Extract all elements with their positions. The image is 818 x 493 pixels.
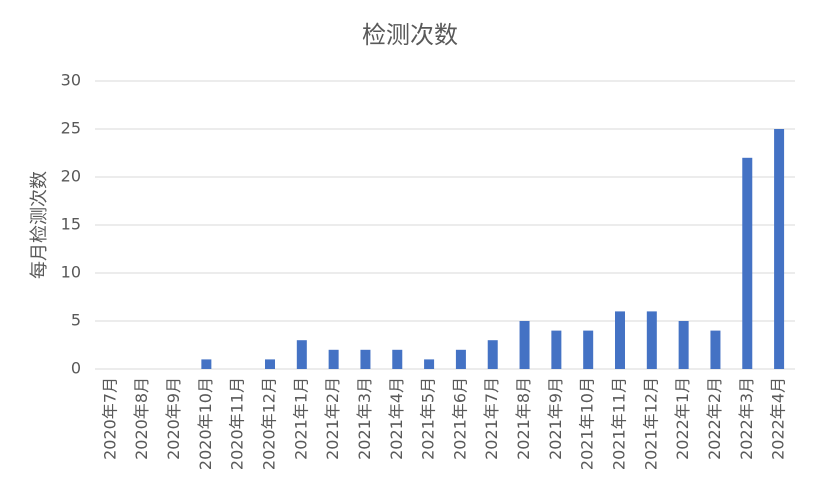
bar [615, 311, 625, 369]
y-tick-label: 20 [61, 167, 81, 186]
y-tick-label: 5 [71, 311, 81, 330]
x-tick-label: 2022年4月 [769, 377, 788, 460]
x-tick-label: 2020年11月 [228, 377, 247, 470]
y-tick-label: 15 [61, 215, 81, 234]
bar [742, 157, 753, 369]
x-tick-label: 2020年8月 [132, 377, 151, 460]
x-tick-label: 2021年4月 [387, 377, 406, 460]
bar [646, 311, 657, 369]
bar [328, 349, 339, 369]
bar [296, 340, 307, 369]
y-tick-label: 0 [71, 359, 81, 378]
x-tick-label: 2022年1月 [673, 377, 692, 460]
x-tick-label: 2021年10月 [578, 377, 597, 470]
bar [774, 129, 785, 369]
bar [201, 359, 212, 369]
x-tick-label: 2021年9月 [546, 377, 565, 460]
bar [710, 330, 721, 369]
bar [360, 349, 371, 369]
y-tick-label: 25 [61, 119, 81, 138]
x-tick-label: 2021年11月 [610, 377, 629, 470]
x-tick-label: 2022年3月 [737, 377, 756, 460]
x-tick-label: 2021年6月 [450, 377, 469, 460]
x-tick-label: 2020年10月 [196, 377, 215, 470]
bar [551, 330, 562, 369]
bar [678, 321, 689, 369]
bar [455, 349, 466, 369]
bar [583, 330, 594, 369]
bar [519, 321, 530, 369]
x-tick-label: 2022年2月 [705, 377, 724, 460]
y-tick-label: 10 [61, 263, 81, 282]
x-tick-label: 2021年12月 [641, 377, 660, 470]
y-tick-label: 30 [61, 71, 81, 90]
x-tick-label: 2021年7月 [482, 377, 501, 460]
x-tick-label: 2021年2月 [323, 377, 342, 460]
x-tick-label: 2021年1月 [291, 377, 310, 460]
bar [487, 340, 498, 369]
bar [392, 349, 403, 369]
y-axis-title: 每月检测次数 [29, 171, 50, 279]
x-tick-label: 2021年5月 [419, 377, 438, 460]
x-tick-label: 2021年8月 [514, 377, 533, 460]
x-tick-label: 2020年9月 [164, 377, 183, 460]
x-tick-label: 2020年12月 [260, 377, 279, 470]
bar [265, 359, 275, 369]
chart-title: 检测次数 [362, 21, 458, 49]
x-tick-label: 2020年7月 [100, 377, 119, 460]
bar [424, 359, 435, 369]
x-tick-label: 2021年3月 [355, 377, 374, 460]
